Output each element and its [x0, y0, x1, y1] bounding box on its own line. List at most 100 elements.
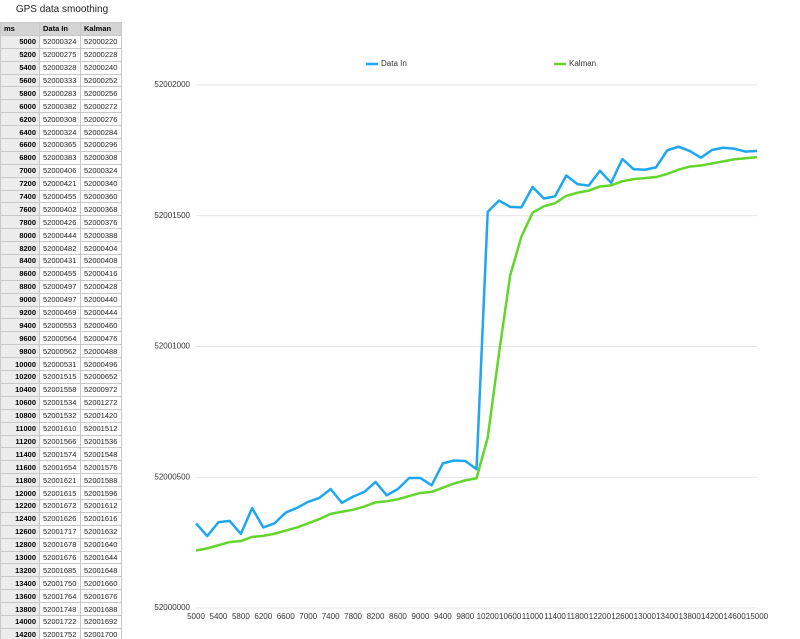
- table-row: 14000 52001722 52001692: [0, 614, 122, 629]
- row-key: 7400: [0, 189, 40, 204]
- cell: 52000444: [39, 228, 81, 243]
- cell: 52000324: [80, 163, 122, 178]
- x-tick-label: 13800: [679, 612, 702, 621]
- cell: 52000652: [80, 370, 122, 384]
- table-row: 7000 52000406 52000324: [0, 163, 122, 178]
- cell: 52001672: [39, 498, 81, 513]
- row-key: 11600: [0, 460, 40, 475]
- table: ms Data In Kalman 5000 52000324 52000220 5200 5…: [0, 22, 122, 639]
- cell: 52000444: [80, 305, 122, 320]
- cell: 52000333: [39, 73, 81, 88]
- cell: 52001750: [39, 576, 81, 591]
- cell: 52000408: [80, 254, 122, 268]
- cell: 52000455: [39, 189, 81, 204]
- row-key: 12800: [0, 537, 40, 552]
- cell: 52000376: [80, 215, 122, 230]
- cell: 52001532: [39, 408, 81, 423]
- x-tick-label: 12200: [589, 612, 612, 621]
- cell: 52001612: [80, 498, 122, 513]
- cell: 52000256: [80, 86, 122, 101]
- row-key: 12200: [0, 498, 40, 513]
- cell: 52001688: [80, 602, 122, 616]
- table-row: 11200 52001566 52001536: [0, 434, 122, 449]
- cell: 52000426: [39, 215, 81, 230]
- data-table: GPS data smoothing ms Data In Kalman 5000 52…: [0, 0, 136, 639]
- table-row: 13800 52001748 52001688: [0, 602, 122, 616]
- table-row: 10400 52001558 52000972: [0, 382, 122, 397]
- table-row: 5400 52000328 52000240: [0, 60, 122, 75]
- y-tick-label: 52001500: [154, 211, 190, 220]
- x-tick-label: 11800: [567, 612, 589, 621]
- row-key: 7600: [0, 202, 40, 217]
- x-tick-label: 9400: [434, 612, 452, 621]
- table-row: 6600 52000365 52000296: [0, 138, 122, 152]
- x-tick-label: 5000: [187, 612, 205, 621]
- cell: 52000388: [80, 228, 122, 243]
- row-key: 8600: [0, 266, 40, 281]
- cell: 52001764: [39, 589, 81, 604]
- cell: 52001640: [80, 537, 122, 552]
- row-key: 11200: [0, 434, 40, 449]
- table-row: 9000 52000497 52000440: [0, 292, 122, 307]
- x-tick-label: 6200: [254, 612, 272, 621]
- cell: 52000296: [80, 138, 122, 152]
- y-tick-label: 52001000: [154, 342, 190, 351]
- table-row: 6000 52000382 52000272: [0, 99, 122, 114]
- table-row: 10000 52000531 52000496: [0, 357, 122, 372]
- row-key: 11800: [0, 473, 40, 488]
- cell: 52001654: [39, 460, 81, 475]
- cell: 52001588: [80, 473, 122, 488]
- cell: 52000276: [80, 112, 122, 127]
- row-key: 13400: [0, 576, 40, 591]
- x-tick-label: 7000: [299, 612, 317, 621]
- cell: 52001626: [39, 511, 81, 526]
- table-row: 6400 52000324 52000284: [0, 125, 122, 140]
- row-key: 10400: [0, 382, 40, 397]
- cell: 52000497: [39, 292, 81, 307]
- cell: 52000228: [80, 47, 122, 62]
- row-key: 11000: [0, 421, 40, 436]
- cell: 52001621: [39, 473, 81, 488]
- cell: 52000416: [80, 266, 122, 281]
- x-tick-label: 5800: [232, 612, 250, 621]
- table-row: 11800 52001621 52001588: [0, 473, 122, 488]
- cell: 52000328: [39, 60, 81, 75]
- cell: 52000308: [80, 150, 122, 165]
- table-row: 11600 52001654 52001576: [0, 460, 122, 475]
- row-key: 11400: [0, 447, 40, 462]
- table-row: 7400 52000455 52000360: [0, 189, 122, 204]
- x-tick-label: 10200: [477, 612, 500, 621]
- x-tick-label: 9800: [456, 612, 474, 621]
- cell: 52001717: [39, 524, 81, 539]
- x-tick-label: 10600: [499, 612, 522, 621]
- x-tick-label: 7400: [322, 612, 340, 621]
- table-row: 12000 52001615 52001596: [0, 486, 122, 500]
- x-tick-label: 13000: [634, 612, 657, 621]
- row-key: 13000: [0, 550, 40, 565]
- table-row: 12800 52001678 52001640: [0, 537, 122, 552]
- cell: 52000340: [80, 176, 122, 191]
- row-key: 5600: [0, 73, 40, 88]
- cell: 52001536: [80, 434, 122, 449]
- cell: 52001676: [39, 550, 81, 565]
- table-row: 7800 52000426 52000376: [0, 215, 122, 230]
- row-key: 9400: [0, 318, 40, 333]
- x-tick-label: 8200: [367, 612, 385, 621]
- cell: 52001660: [80, 576, 122, 591]
- table-row: 8000 52000444 52000388: [0, 228, 122, 243]
- row-key: 8200: [0, 241, 40, 256]
- table-row: 10200 52001515 52000652: [0, 370, 122, 384]
- cell: 52001752: [39, 627, 81, 639]
- table-row: 7200 52000421 52000340: [0, 176, 122, 191]
- row-key: 5800: [0, 86, 40, 101]
- table-row: 7600 52000402 52000368: [0, 202, 122, 217]
- y-tick-label: 52000500: [154, 472, 190, 481]
- row-key: 12000: [0, 486, 40, 500]
- cell: 52000531: [39, 357, 81, 372]
- x-tick-label: 7800: [344, 612, 362, 621]
- series-line: [195, 145, 758, 538]
- cell: 52001616: [80, 511, 122, 526]
- row-key: 10800: [0, 408, 40, 423]
- y-tick-label: 52000000: [154, 603, 190, 612]
